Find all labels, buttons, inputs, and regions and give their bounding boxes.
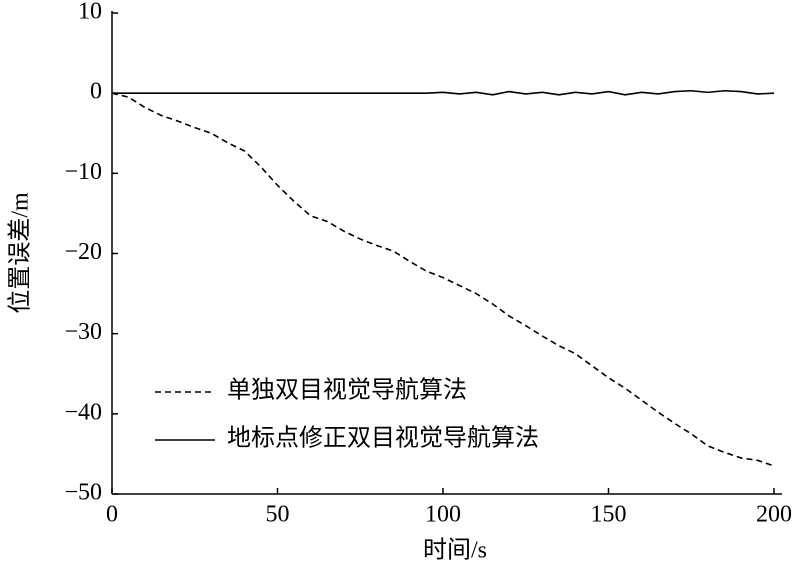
y-tick-label: −30 (64, 319, 102, 345)
x-tick-label: 50 (266, 502, 290, 528)
x-tick-label: 150 (591, 502, 627, 528)
y-tick-label: −20 (64, 239, 102, 265)
y-tick-label: 0 (90, 79, 102, 105)
legend-label: 单独双目视觉导航算法 (227, 377, 467, 404)
series-line (112, 89, 775, 96)
legend-label: 地标点修正双目视觉导航算法 (227, 425, 539, 452)
y-axis-label: 位置误差/m (7, 192, 34, 314)
x-tick-label: 100 (425, 502, 461, 528)
y-tick-label: −40 (64, 399, 102, 425)
y-tick-label: −50 (64, 480, 102, 506)
x-tick-label: 200 (756, 502, 792, 528)
series-line (111, 92, 775, 467)
x-tick-label: 0 (106, 502, 118, 528)
y-tick-label: −10 (64, 159, 102, 185)
y-tick-label: 10 (78, 0, 102, 25)
x-axis-label: 时间/s (423, 537, 487, 564)
